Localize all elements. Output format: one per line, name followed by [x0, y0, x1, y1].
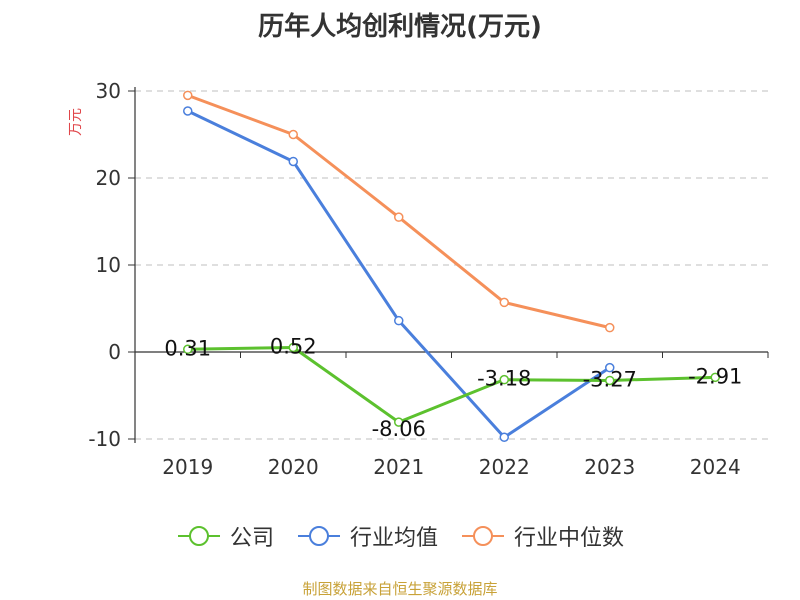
source-note: 制图数据来自恒生聚源数据库 [302, 580, 498, 598]
legend-marker-industry-median [462, 526, 504, 546]
y-tick-label: 0 [108, 340, 121, 364]
data-label: -3.27 [583, 367, 637, 391]
x-tick-label: 2024 [690, 455, 741, 479]
data-point [499, 374, 509, 385]
data-point [288, 156, 298, 167]
y-tick-label: -10 [88, 427, 121, 451]
x-tick-label: 2019 [162, 455, 213, 479]
series-line [187, 109, 611, 439]
legend-label-industry-median: 行业中位数 [514, 526, 625, 551]
y-tick-label: 10 [96, 253, 121, 277]
legend-item-company[interactable]: 公司 [176, 520, 274, 552]
data-point [605, 322, 615, 333]
x-tick-label: 2021 [373, 455, 424, 479]
data-point [183, 106, 193, 116]
data-point [710, 372, 720, 383]
data-point [183, 344, 193, 355]
data-point [605, 375, 615, 386]
data-point [394, 315, 404, 326]
data-label: -3.18 [477, 367, 531, 391]
data-label: -2.91 [688, 364, 742, 388]
x-tick-label: 2023 [584, 455, 635, 479]
data-label: 0.52 [270, 334, 317, 358]
y-tick-label: 30 [96, 79, 121, 103]
data-point [183, 90, 193, 101]
series-line [187, 93, 611, 330]
legend-label-industry-mean: 行业均值 [349, 526, 438, 551]
data-point [605, 362, 615, 373]
data-label: 0.31 [164, 336, 211, 360]
data-point [499, 432, 509, 443]
legend-marker-company [177, 526, 220, 546]
data-label: -8.06 [372, 417, 426, 441]
legend: 公司 行业均值 行业中位数 [0, 518, 800, 554]
y-axis-label: 万元 [68, 108, 84, 136]
x-tick-label: 2022 [479, 455, 530, 479]
series-line [187, 345, 716, 424]
data-point [394, 212, 404, 222]
chart-title: 历年人均创利情况(万元) [258, 12, 542, 42]
x-tick-label: 2020 [268, 455, 319, 479]
data-point [288, 129, 298, 140]
y-tick-label: 20 [96, 166, 121, 190]
legend-marker-industry-mean [297, 526, 340, 546]
data-point [499, 297, 509, 308]
legend-label-company: 公司 [229, 526, 274, 551]
data-point [288, 342, 298, 353]
legend-item-industry-mean[interactable]: 行业均值 [296, 520, 438, 552]
data-point [394, 417, 404, 427]
legend-item-industry-median[interactable]: 行业中位数 [460, 520, 624, 552]
